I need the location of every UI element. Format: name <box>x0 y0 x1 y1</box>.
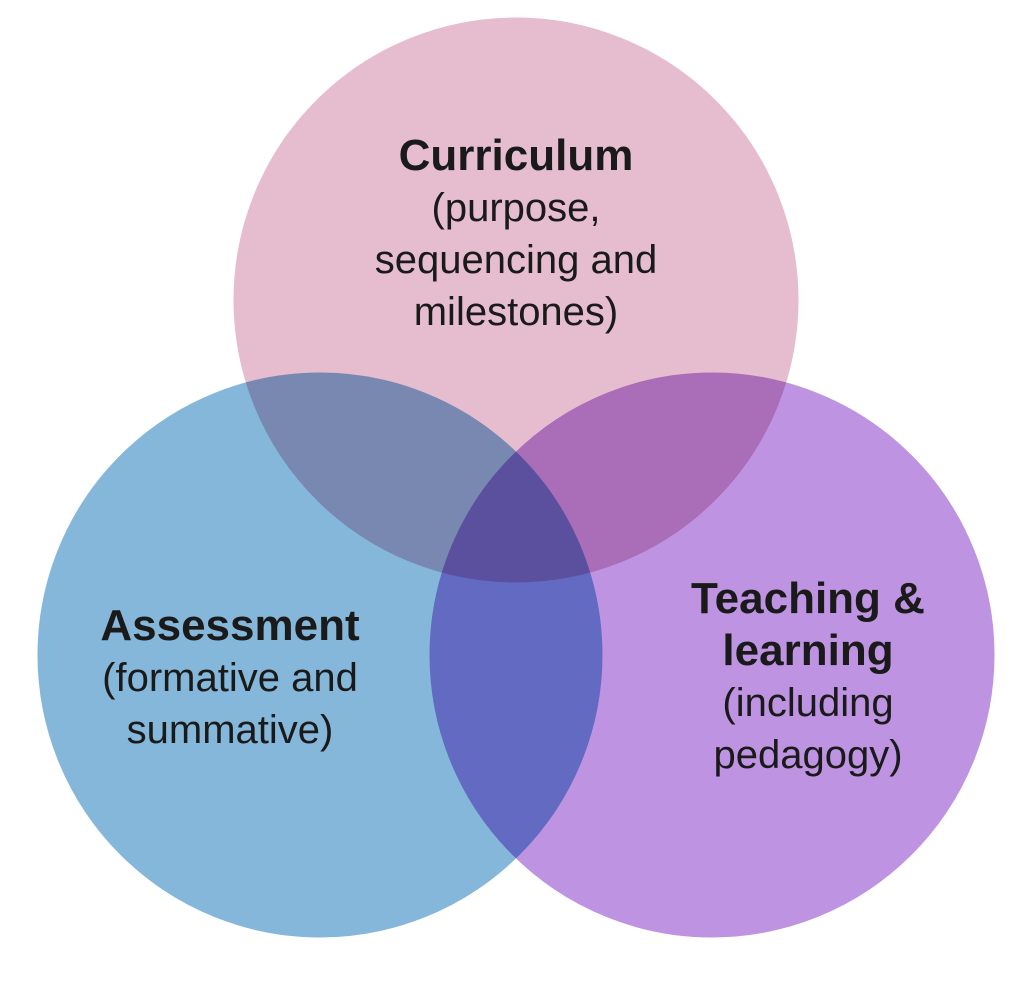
label-title: Assessment <box>40 600 420 652</box>
label-subtitle: (formative and <box>40 652 420 704</box>
label-subtitle: (including <box>638 677 978 729</box>
label-title: learning <box>638 625 978 677</box>
label-subtitle: sequencing and <box>306 234 726 286</box>
label-subtitle: pedagogy) <box>638 729 978 781</box>
label-subtitle: milestones) <box>306 286 726 338</box>
label-curriculum: Curriculum(purpose,sequencing andmilesto… <box>306 130 726 338</box>
label-subtitle: summative) <box>40 704 420 756</box>
label-title: Teaching & <box>638 573 978 625</box>
label-assessment: Assessment(formative andsummative) <box>40 600 420 756</box>
label-title: Curriculum <box>306 130 726 182</box>
venn-diagram: Curriculum(purpose,sequencing andmilesto… <box>0 0 1032 990</box>
label-subtitle: (purpose, <box>306 182 726 234</box>
label-teaching: Teaching &learning(includingpedagogy) <box>638 573 978 781</box>
